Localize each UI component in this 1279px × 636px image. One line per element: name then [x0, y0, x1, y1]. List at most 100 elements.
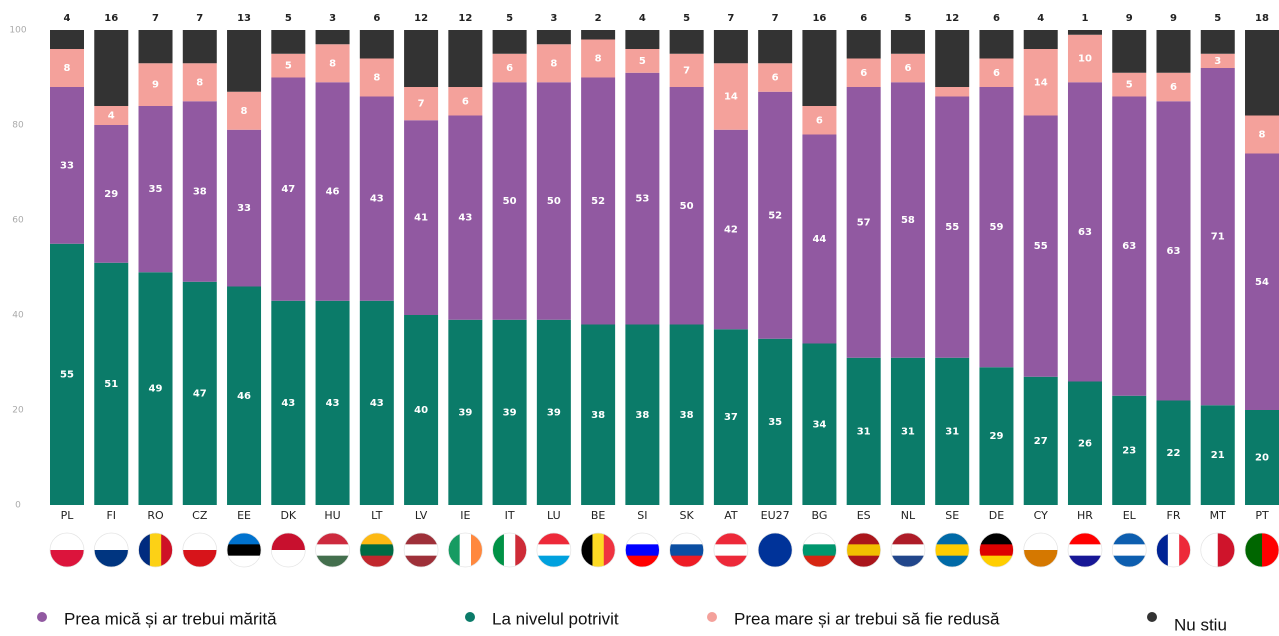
data-label: 5: [904, 13, 911, 24]
bar-segment: [227, 129, 262, 287]
bar-segment: [94, 125, 129, 263]
data-label: 23: [1122, 445, 1136, 456]
x-tick-label: IT: [505, 509, 515, 522]
data-label: 8: [550, 58, 557, 69]
data-label: 47: [281, 184, 295, 195]
x-tick-label: CZ: [192, 509, 208, 522]
bar-segment: [1156, 400, 1191, 505]
flag-stripe: [1217, 533, 1235, 567]
data-label: 43: [370, 194, 384, 205]
flag-stripe: [271, 550, 306, 567]
flag-stripe: [359, 544, 394, 557]
bar-segment: [935, 357, 970, 505]
flag-stripe: [890, 533, 925, 545]
bar-segment: [448, 87, 483, 116]
bar-segment: [404, 30, 439, 87]
flag-stripe: [669, 555, 704, 567]
flag-outline: [182, 532, 218, 568]
flag-stripe: [315, 544, 350, 557]
flag-stripe: [315, 555, 350, 567]
data-label: 50: [547, 196, 561, 207]
data-label: 44: [812, 234, 826, 245]
flag-stripe: [625, 544, 660, 557]
bar-segment: [492, 53, 527, 83]
flag-stripe: [138, 533, 151, 567]
flag-stripe: [227, 533, 262, 545]
flag-outline: [713, 532, 749, 568]
flag-stripe: [802, 555, 837, 567]
bar-segment: [846, 30, 881, 59]
bar-segment: [536, 44, 571, 83]
data-label: 63: [1122, 241, 1136, 252]
flag-stripe: [359, 555, 394, 567]
flag-stripe: [161, 533, 173, 567]
x-tick-label: AT: [724, 509, 738, 522]
flag-stripe: [758, 550, 793, 567]
x-tick-label: DE: [989, 509, 1004, 522]
flag: [934, 532, 970, 568]
flag: [979, 532, 1014, 568]
data-label: 63: [1078, 227, 1092, 238]
data-label: 27: [1034, 436, 1048, 447]
bar-segment: [182, 63, 217, 102]
bar-segment: [669, 53, 704, 87]
bar-segment: [271, 77, 306, 301]
flag-outline: [1156, 532, 1191, 568]
bar-segment: [94, 262, 129, 505]
flag-outline: [625, 532, 660, 568]
data-label: 5: [285, 61, 292, 72]
flag-stripe: [1112, 555, 1147, 567]
x-tick-label: BE: [591, 509, 606, 522]
bar-segment: [1067, 30, 1102, 35]
data-label: 7: [152, 13, 159, 24]
bar-segment: [315, 44, 350, 83]
flag-outline: [447, 532, 483, 568]
bar-segment: [713, 329, 748, 505]
data-label: 1: [1081, 13, 1088, 24]
data-label: 43: [281, 398, 295, 409]
data-label: 7: [683, 65, 690, 76]
data-label: 22: [1167, 448, 1181, 459]
flag-stripe: [50, 550, 84, 567]
bar-segment: [935, 96, 970, 358]
flag: [580, 532, 616, 568]
data-label: 5: [285, 13, 292, 24]
flag: [802, 532, 837, 568]
flag: [138, 532, 173, 568]
data-label: 7: [772, 13, 779, 24]
flag-stripe: [227, 555, 262, 567]
bar-segment: [758, 91, 793, 339]
flag-stripe: [227, 544, 262, 557]
bar-segment: [1112, 72, 1147, 97]
x-tick-label: LV: [415, 509, 428, 522]
data-label: 8: [196, 77, 203, 88]
x-tick-label: MT: [1210, 509, 1226, 522]
bar-segment: [890, 357, 925, 505]
flag-stripe: [625, 555, 660, 567]
bar-segment: [448, 115, 483, 320]
flag-stripe: [802, 544, 837, 557]
y-tick-label: 60: [12, 216, 24, 226]
data-label: 12: [414, 13, 428, 24]
data-label: 29: [989, 431, 1003, 442]
bar-segment: [1067, 34, 1102, 83]
bar-segment: [713, 30, 748, 64]
flag: [1111, 532, 1147, 568]
data-label: 20: [1255, 453, 1269, 464]
flag-stripe: [182, 550, 217, 567]
flag-stripe: [182, 533, 217, 551]
data-label: 4: [1037, 13, 1044, 24]
x-tick-label: RO: [147, 509, 164, 522]
bar-segment: [94, 106, 129, 125]
flag-stripe: [935, 544, 970, 557]
data-label: 46: [326, 187, 340, 198]
flag-stripe: [1200, 533, 1219, 567]
data-label: 52: [591, 196, 605, 207]
data-label: 38: [591, 410, 605, 421]
data-label: 7: [196, 13, 203, 24]
legend-marker: [1147, 612, 1157, 622]
data-label: 55: [1034, 241, 1048, 252]
flag-stripe: [536, 533, 571, 545]
bar-segment: [1200, 53, 1235, 68]
bar-segment: [138, 106, 173, 273]
